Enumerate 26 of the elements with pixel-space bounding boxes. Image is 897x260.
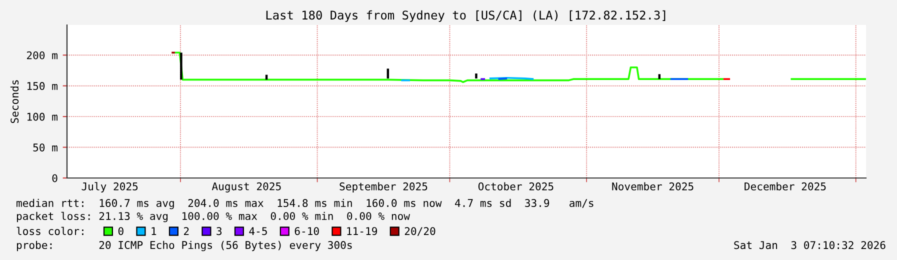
y-tick-label: 200 m — [26, 51, 58, 60]
legend-label: 1 — [152, 227, 156, 235]
chart-title: Last 180 Days from Sydney to [US/CA] (LA) [172.82.152.3] — [266, 10, 666, 22]
legend-label: 4-5 — [249, 227, 267, 236]
legend-label: 20/20 — [404, 227, 436, 236]
y-tick-label: 100 m — [27, 112, 58, 121]
y-tick-label: 150 m — [27, 82, 58, 90]
y-tick-label: 50 m — [33, 143, 58, 152]
x-tick-label: October 2025 — [478, 182, 554, 190]
legend-label: 0 — [118, 227, 124, 236]
legend-label: 2 — [184, 227, 189, 235]
x-tick-label: December 2025 — [744, 182, 826, 190]
text: Sat Jan 3 07:10:32 2026 — [734, 241, 886, 250]
x-tick-label: November 2025 — [612, 182, 694, 190]
legend-label: 6-10 — [294, 227, 319, 236]
legend-label: 3 — [216, 227, 222, 236]
x-tick-label: August 2025 — [212, 182, 281, 192]
text: probe: 20 ICMP Echo Pings (56 Bytes) every 300s — [16, 240, 352, 252]
x-tick-label: July 2025 — [82, 182, 138, 192]
legend-label: 11-19 — [347, 227, 378, 236]
y-tick-label: 0 — [52, 174, 58, 182]
x-tick-label: September 2025 — [340, 182, 428, 192]
y-axis-title: Seconds — [10, 80, 19, 124]
text: loss color: — [16, 226, 84, 236]
text: median rtt: 160.7 ms avg 204.0 ms max 154.8 ms min 160.0 ms now 4.7 ms sd 33.9 am/s — [16, 198, 594, 210]
text: packet loss: 21.13 % avg 100.00 % max 0.00 % min 0.00 % now — [16, 212, 410, 222]
